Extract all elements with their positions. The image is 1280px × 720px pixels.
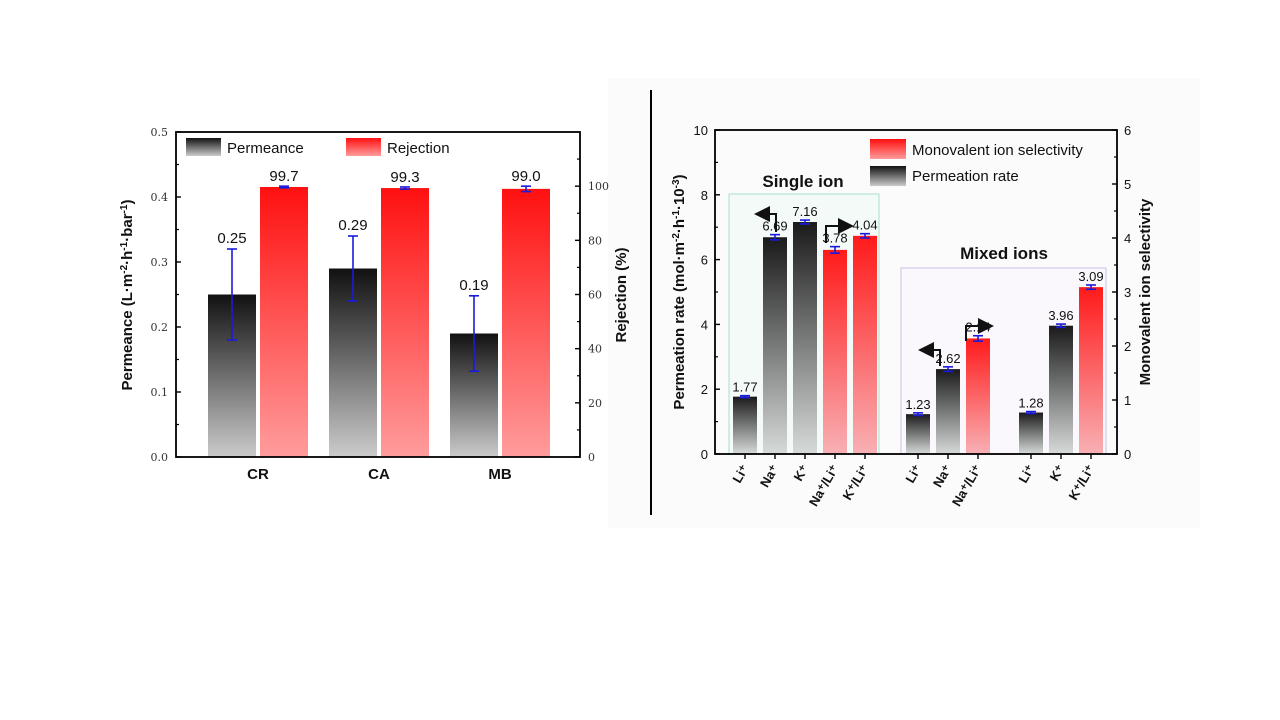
y-tick-label: 0.2	[151, 321, 169, 334]
legend-swatch-selectivity	[870, 139, 906, 159]
y-tick-label: 0.5	[151, 126, 169, 139]
y-tick-label: 0	[701, 447, 708, 462]
y-tick-label: 0.1	[151, 386, 169, 399]
left-legend: Permeance Rejection	[186, 138, 450, 157]
permeance-rejection-chart: 0.25 99.7 0.29 99.3 0.19 99.0 CR CA MB 0.0 0.1 0.2…	[119, 126, 631, 483]
data-label-permeance: 0.29	[338, 217, 367, 234]
x-tick-label: K⁺/Li⁺	[839, 462, 871, 503]
data-label: 1.23	[905, 397, 930, 412]
right-legend: Monovalent ion selectivity Permeation ra…	[870, 139, 1083, 186]
bar-selectivity	[853, 235, 877, 454]
y2-tick-label: 100	[588, 180, 609, 193]
y-tick-label: 10	[694, 123, 708, 138]
y-tick-label: 6	[701, 253, 708, 268]
x-tick-label: K⁺/Li⁺	[1065, 462, 1097, 503]
y-tick-label: 0.3	[151, 256, 169, 269]
data-label: 4.04	[852, 218, 877, 233]
bar-rejection	[502, 188, 550, 457]
mixed-ions-title: Mixed ions	[960, 244, 1048, 263]
arrow-left-icon	[918, 342, 941, 366]
arrow-right-icon	[825, 218, 854, 243]
legend-swatch-permeation	[870, 166, 906, 186]
y2-tick-label: 5	[1124, 177, 1131, 192]
y2-tick-label: 40	[588, 343, 602, 356]
data-label: 3.09	[1078, 269, 1103, 284]
single-ion-title: Single ion	[762, 172, 843, 191]
y2-tick-label: 1	[1124, 393, 1131, 408]
bar-permeation-rate	[763, 237, 787, 454]
legend-label-permeation: Permeation rate	[912, 168, 1019, 185]
ion-permeation-chart: Single ion Mixed ions 1.776.697.163.784.…	[671, 123, 1155, 509]
x-tick-label: K⁺	[790, 462, 811, 484]
arrow-left-icon	[754, 206, 777, 232]
bar-permeation-rate	[906, 414, 930, 454]
panel-divider	[650, 90, 652, 515]
data-label-rejection: 99.3	[390, 169, 419, 186]
left-y2-axis-title: Rejection (%)	[613, 247, 630, 342]
y2-tick-label: 20	[588, 397, 602, 410]
x-tick-label: Li⁺	[1015, 462, 1037, 486]
bar-rejection	[381, 188, 429, 457]
bar-permeation-rate	[733, 396, 757, 454]
data-label: 1.28	[1018, 396, 1043, 411]
annotation-arrows	[754, 206, 994, 366]
x-tick-label: Na⁺	[757, 462, 782, 490]
bar-permeation-rate	[793, 222, 817, 454]
right-y-axis-title: Permeation rate (mol·m-2·h-1·10-3)	[671, 174, 689, 409]
x-tick-label: Li⁺	[902, 462, 924, 486]
x-tick-label: MB	[488, 466, 511, 483]
x-tick-label: Na⁺/Li⁺	[806, 462, 842, 509]
y2-tick-label: 80	[588, 234, 602, 247]
mixed-ions-group-box	[900, 267, 1107, 455]
legend-label-rejection: Rejection	[387, 140, 450, 157]
y-tick-label: 4	[701, 317, 708, 332]
y2-tick-label: 4	[1124, 231, 1131, 246]
y-tick-label: 0.0	[151, 451, 169, 464]
legend-swatch-rejection	[346, 138, 381, 156]
y-tick-label: 2	[701, 382, 708, 397]
data-label-rejection: 99.7	[269, 168, 298, 185]
x-tick-label: CA	[368, 466, 390, 483]
bar-permeation-rate	[1049, 325, 1073, 454]
y2-tick-label: 3	[1124, 285, 1131, 300]
data-label: 3.96	[1048, 308, 1073, 323]
data-label: 2.62	[935, 351, 960, 366]
y2-tick-label: 0	[588, 451, 595, 464]
x-tick-label: Li⁺	[729, 462, 751, 486]
bar-selectivity	[966, 338, 990, 454]
data-label: 2.14	[965, 320, 990, 335]
data-label-permeance: 0.25	[217, 230, 246, 247]
legend-label-permeance: Permeance	[227, 140, 304, 157]
legend-swatch-permeance	[186, 138, 221, 156]
data-label-rejection: 99.0	[511, 168, 540, 185]
bar-rejection	[260, 186, 308, 457]
arrow-right-icon	[965, 318, 994, 341]
y2-tick-label: 6	[1124, 123, 1131, 138]
y-tick-label: 0.4	[151, 191, 169, 204]
data-label: 3.78	[822, 231, 847, 246]
y-tick-label: 8	[701, 188, 708, 203]
bar-selectivity	[1079, 287, 1103, 454]
y2-tick-label: 2	[1124, 339, 1131, 354]
y2-tick-label: 0	[1124, 447, 1131, 462]
bar-permeation-rate	[1019, 412, 1043, 454]
y2-tick-label: 60	[588, 289, 602, 302]
bar-selectivity	[823, 249, 847, 454]
right-y2-axis-title: Monovalent ion selectivity	[1137, 198, 1154, 385]
data-label-permeance: 0.19	[459, 277, 488, 294]
x-tick-label: Na⁺	[930, 462, 955, 490]
x-tick-label: Na⁺/Li⁺	[949, 462, 985, 509]
x-tick-label: K⁺	[1046, 462, 1067, 484]
bar-permeation-rate	[936, 369, 960, 454]
legend-label-selectivity: Monovalent ion selectivity	[912, 142, 1083, 159]
left-y-axis-title: Permeance (L·m-2·h-1·bar-1)	[119, 200, 137, 391]
x-tick-label: CR	[247, 466, 269, 483]
data-label: 7.16	[792, 204, 817, 219]
data-label: 1.77	[732, 380, 757, 395]
